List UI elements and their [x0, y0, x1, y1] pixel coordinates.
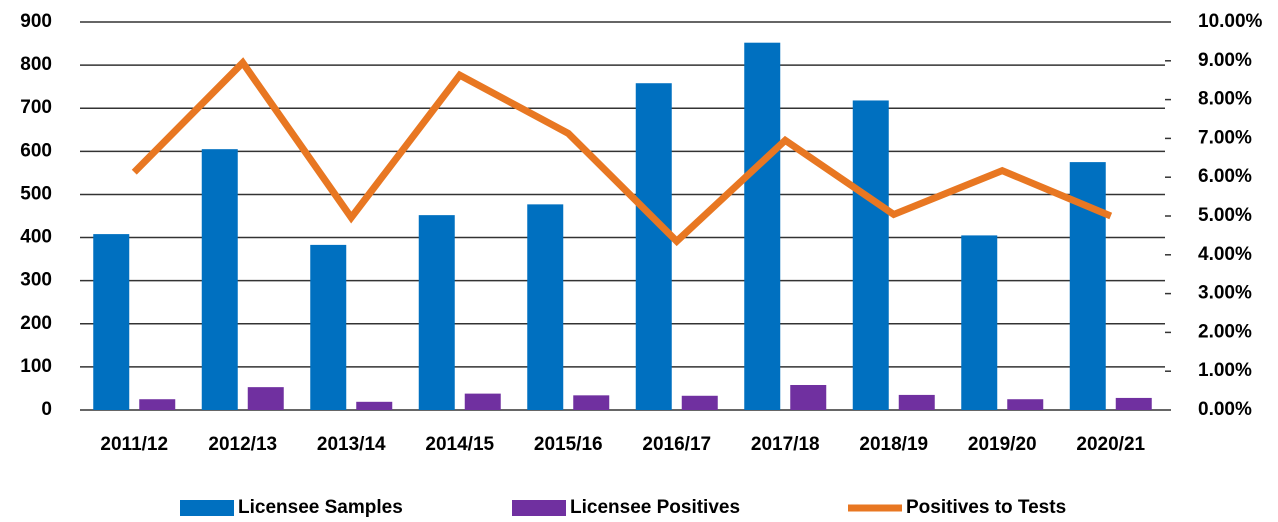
x-tick-label: 2012/13 — [208, 434, 277, 455]
y2-tick-label: 5.00% — [1198, 205, 1252, 226]
x-tick-label: 2018/19 — [859, 434, 928, 455]
y2-tick-label: 9.00% — [1198, 50, 1252, 71]
bar — [1115, 397, 1152, 410]
line — [131, 57, 1113, 247]
bar — [573, 395, 610, 410]
bar — [744, 42, 781, 411]
y-tick-label: 600 — [20, 140, 52, 161]
bar — [464, 393, 501, 410]
x-tick-label: 2013/14 — [317, 434, 386, 455]
bar — [1007, 399, 1044, 410]
y-tick-label: 400 — [20, 227, 52, 248]
x-tick-label: 2020/21 — [1076, 434, 1145, 455]
y-tick-label: 200 — [20, 313, 52, 334]
y-tick-label: 900 — [20, 11, 52, 32]
bar — [201, 149, 238, 410]
bar — [527, 204, 564, 410]
y-tick-label: 800 — [20, 54, 52, 75]
y-tick-label: 100 — [20, 356, 52, 377]
bar — [790, 384, 827, 410]
x-tick-label: 2011/12 — [100, 434, 168, 455]
bar — [961, 235, 998, 410]
bar — [898, 394, 935, 410]
y2-tick-label: 4.00% — [1198, 244, 1252, 265]
y2-tick-label: 3.00% — [1198, 283, 1252, 304]
bar — [635, 83, 672, 411]
legend-swatch — [180, 500, 234, 516]
bar — [139, 399, 176, 410]
x-tick-label: 2019/20 — [968, 434, 1037, 455]
bar — [247, 387, 284, 410]
y2-tick-label: 7.00% — [1198, 127, 1252, 148]
y2-tick-label: 8.00% — [1198, 89, 1252, 110]
y2-tick-label: 1.00% — [1198, 360, 1252, 381]
y2-tick-label: 10.00% — [1198, 11, 1263, 32]
x-tick-label: 2016/17 — [642, 434, 711, 455]
y-tick-label: 300 — [20, 270, 52, 291]
y2-tick-label: 2.00% — [1198, 321, 1252, 342]
y2-tick-label: 0.00% — [1198, 399, 1252, 420]
y2-tick-label: 6.00% — [1198, 166, 1252, 187]
bar — [93, 234, 130, 410]
bar — [681, 395, 718, 410]
x-tick-label: 2015/16 — [534, 434, 603, 455]
bar — [356, 401, 393, 410]
legend-swatch — [512, 500, 566, 516]
bar — [418, 215, 455, 410]
legend-label: Licensee Positives — [570, 497, 740, 518]
y-tick-label: 500 — [20, 183, 52, 204]
y-tick-label: 700 — [20, 97, 52, 118]
x-tick-label: 2017/18 — [751, 434, 820, 455]
bar — [310, 244, 347, 410]
y-tick-label: 0 — [41, 399, 52, 420]
bar — [852, 100, 889, 410]
legend-label: Positives to Tests — [906, 497, 1066, 518]
x-tick-label: 2014/15 — [425, 434, 494, 455]
legend-label: Licensee Samples — [238, 497, 403, 518]
